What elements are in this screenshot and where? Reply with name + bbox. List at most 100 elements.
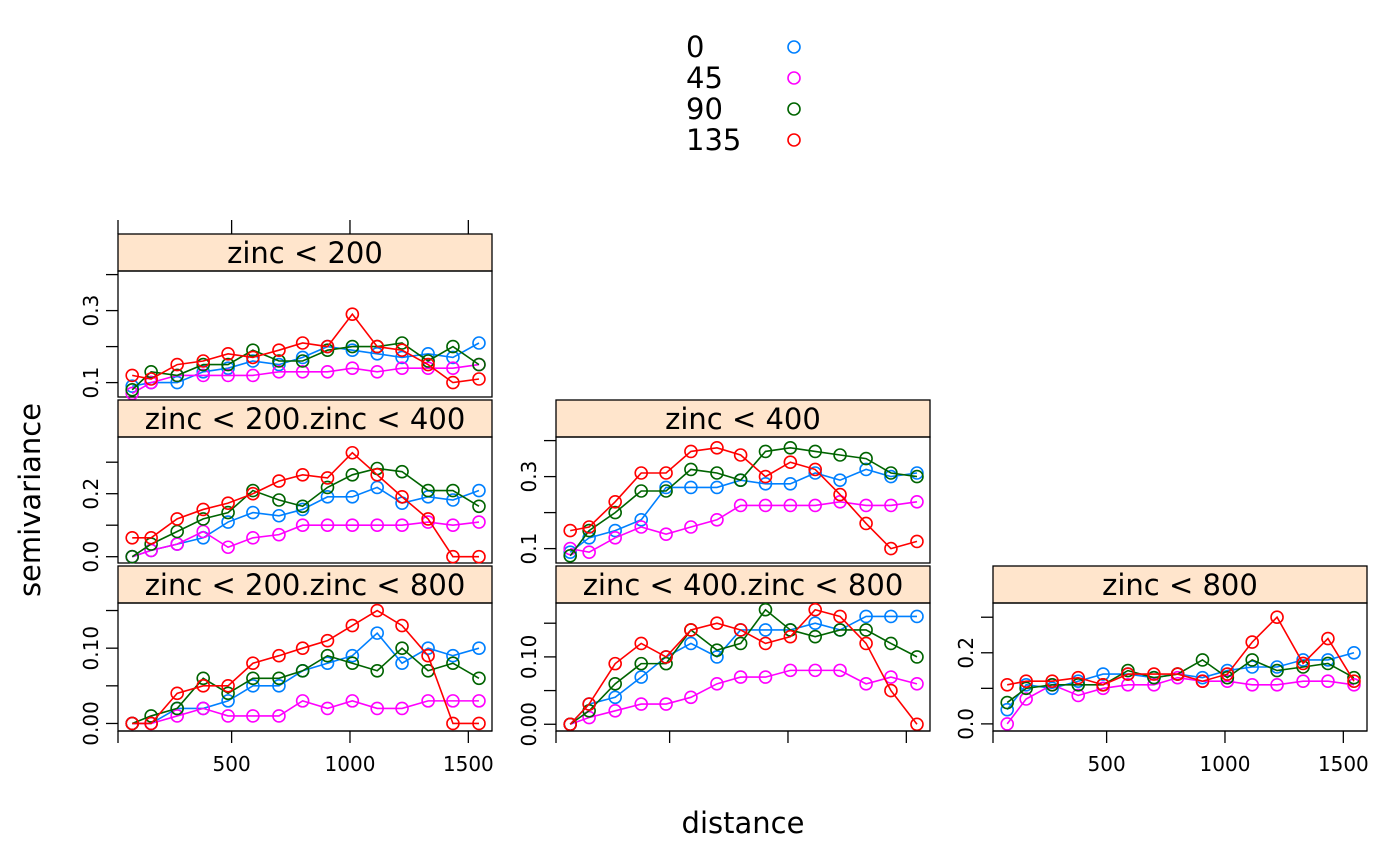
data-point-90 <box>272 671 286 686</box>
data-point-45 <box>246 530 260 545</box>
data-point-135 <box>758 636 773 651</box>
data-point-45 <box>634 520 649 534</box>
data-point-0 <box>246 505 260 520</box>
data-point-90 <box>808 444 822 459</box>
data-point-0 <box>345 490 360 504</box>
data-point-135 <box>170 686 184 701</box>
data-point-45 <box>1096 681 1110 696</box>
data-point-0 <box>246 354 260 368</box>
data-point-0 <box>634 670 649 684</box>
panel: zinc < 800 0.0 0.2 <box>954 565 1368 740</box>
data-point-135 <box>125 716 140 731</box>
x-axis-title: distance <box>682 806 805 840</box>
data-point-135 <box>370 339 384 354</box>
data-point-90 <box>884 636 898 651</box>
panel-strip <box>555 399 931 438</box>
data-point-0 <box>710 480 724 495</box>
data-point-135 <box>1000 677 1015 692</box>
data-point-135 <box>221 346 235 361</box>
data-point-45 <box>246 368 260 383</box>
data-point-90 <box>634 656 649 671</box>
data-point-0 <box>395 350 409 365</box>
x-axis: 500 1000 1500 <box>117 730 494 776</box>
data-point-90 <box>295 663 310 678</box>
data-point-45 <box>421 694 435 708</box>
data-point-0 <box>421 346 435 361</box>
data-point-45 <box>395 518 409 533</box>
data-point-135 <box>421 357 435 372</box>
data-point-135 <box>320 339 335 354</box>
data-point-135 <box>1245 635 1259 649</box>
data-point-135 <box>421 648 435 663</box>
data-point-0 <box>634 512 649 527</box>
data-point-0 <box>370 626 384 640</box>
data-point-90 <box>608 677 622 691</box>
data-point-0 <box>221 361 235 376</box>
data-point-0 <box>125 379 140 394</box>
data-point-90 <box>395 464 409 479</box>
data-point-45 <box>1019 692 1033 706</box>
data-point-90 <box>910 650 924 664</box>
data-point-0 <box>859 609 873 624</box>
data-point-45 <box>1245 677 1259 692</box>
data-point-135 <box>1121 667 1135 681</box>
y-tick-label: 0.1 <box>79 367 103 399</box>
data-point-135 <box>659 650 673 664</box>
y-tick-label: 0.2 <box>79 478 103 510</box>
x-tick-label: 1000 <box>325 752 376 776</box>
data-point-90 <box>246 343 260 358</box>
data-point-45 <box>1220 674 1235 689</box>
data-point-135 <box>710 440 724 455</box>
data-point-135 <box>634 636 649 651</box>
y-tick-label: 0.2 <box>954 637 978 669</box>
data-point-135 <box>446 549 460 564</box>
data-point-0 <box>472 641 486 655</box>
series-line-90 <box>131 467 480 558</box>
y-tick-label: 0.3 <box>517 461 541 493</box>
data-point-135 <box>272 343 286 358</box>
data-point-45 <box>1071 688 1086 703</box>
data-point-90 <box>1220 670 1235 685</box>
data-point-45 <box>684 520 698 534</box>
data-point-45 <box>1170 670 1185 685</box>
data-point-45 <box>1147 677 1161 692</box>
data-point-0 <box>684 480 698 495</box>
data-point-135 <box>859 516 873 531</box>
data-point-135 <box>1270 610 1284 625</box>
data-point-45 <box>170 709 184 723</box>
data-point-135 <box>884 683 898 698</box>
data-point-45 <box>582 545 596 560</box>
data-point-45 <box>1121 677 1135 692</box>
data-point-45 <box>472 515 486 529</box>
data-point-90 <box>808 629 822 644</box>
data-point-0 <box>1245 660 1259 674</box>
data-point-135 <box>659 466 673 480</box>
data-point-45 <box>910 677 924 691</box>
data-point-45 <box>884 670 898 684</box>
data-point-135 <box>684 444 698 459</box>
data-point-45 <box>246 709 260 723</box>
data-point-135 <box>1347 674 1361 689</box>
data-point-90 <box>1019 681 1033 696</box>
data-point-45 <box>446 518 460 533</box>
data-point-90 <box>1270 663 1284 678</box>
data-point-45 <box>295 364 310 379</box>
data-point-45 <box>295 694 310 708</box>
data-point-90 <box>859 451 873 466</box>
data-point-45 <box>370 518 384 533</box>
data-point-90 <box>295 499 310 514</box>
y-tick-label: 0.1 <box>517 533 541 565</box>
data-point-90 <box>758 444 773 459</box>
data-point-45 <box>758 498 773 513</box>
series-line-45 <box>569 669 918 726</box>
data-point-135 <box>295 641 310 655</box>
data-point-135 <box>320 471 335 485</box>
x-tick-label: 1500 <box>443 752 494 776</box>
data-point-45 <box>221 540 235 555</box>
data-point-135 <box>221 679 235 693</box>
x-axis: 500 1000 1500 <box>992 730 1369 776</box>
data-point-45 <box>1270 677 1284 692</box>
data-point-45 <box>608 530 622 545</box>
data-point-45 <box>1347 677 1361 692</box>
